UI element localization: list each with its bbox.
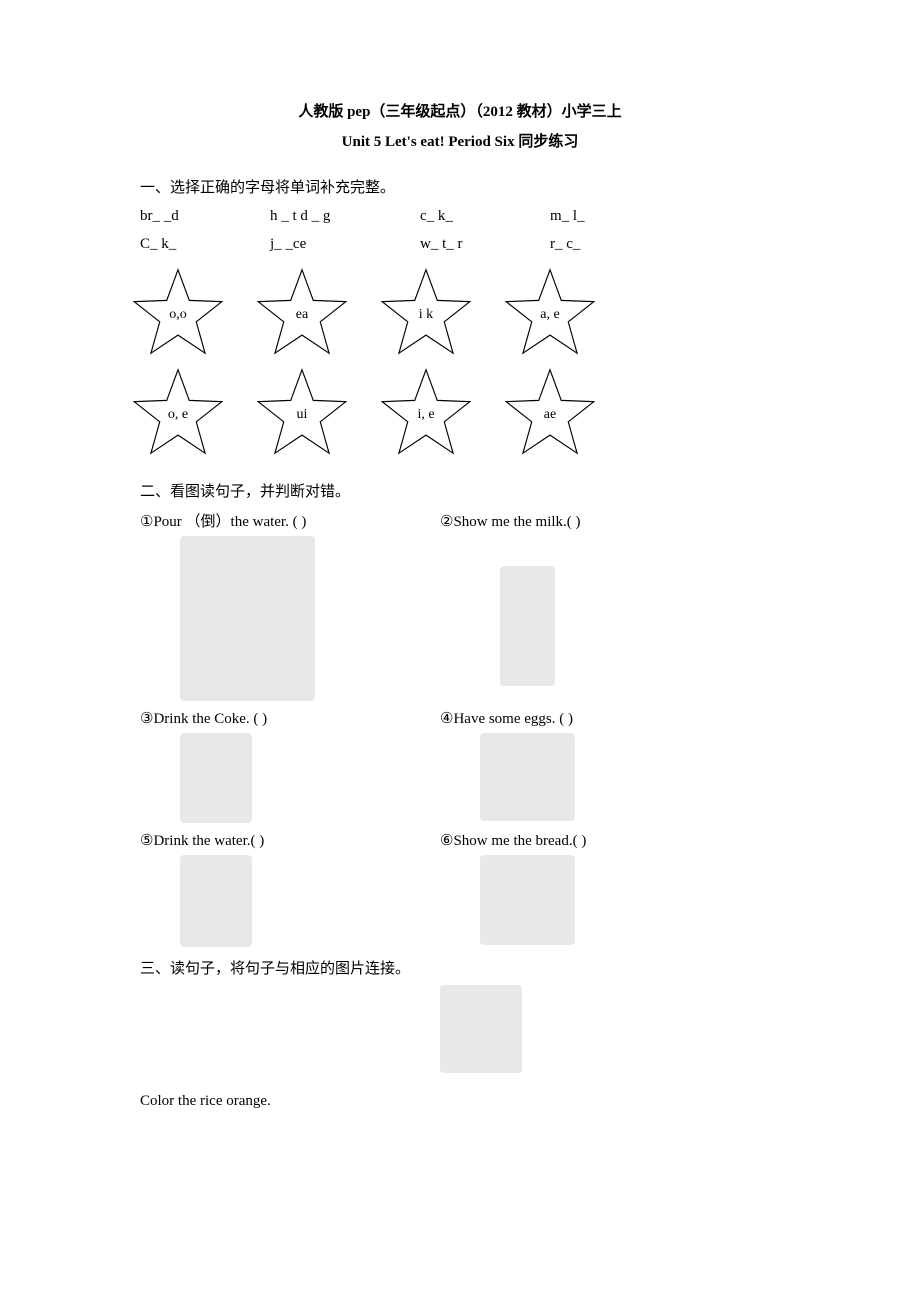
star-option: ui xyxy=(254,366,350,462)
question-text-right: ④Have some eggs. ( ) xyxy=(440,707,780,731)
question-image-row xyxy=(140,733,780,823)
question-image-row xyxy=(140,855,780,947)
word-blank: j_ _ce xyxy=(270,232,420,256)
star-option: o, e xyxy=(130,366,226,462)
question-image-row xyxy=(140,536,780,701)
question-text-left: ①Pour （倒）the water. ( ) xyxy=(140,510,440,534)
word-blank: r_ c_ xyxy=(550,232,650,256)
star-option: a, e xyxy=(502,266,598,362)
words-row-1: br_ _dh _ t d _ gc_ k_m_ l_ xyxy=(140,204,780,228)
question-text-right: ⑥Show me the bread.( ) xyxy=(440,829,780,853)
star-label: ea xyxy=(254,266,350,362)
star-label: o, e xyxy=(130,366,226,462)
star-option: ea xyxy=(254,266,350,362)
question-image xyxy=(480,733,575,821)
question-text-left: ③Drink the Coke. ( ) xyxy=(140,707,440,731)
star-label: i, e xyxy=(378,366,474,462)
section3-item-text: Color the rice orange. xyxy=(140,1089,440,1113)
word-blank: br_ _d xyxy=(140,204,270,228)
words-row-2: C_ k_j_ _cew_ t_ rr_ c_ xyxy=(140,232,780,256)
question-image xyxy=(500,566,555,686)
matching-image xyxy=(440,985,522,1073)
question-row: ③Drink the Coke. ( )④Have some eggs. ( ) xyxy=(140,707,780,731)
section1-heading: 一、选择正确的字母将单词补充完整。 xyxy=(140,176,780,200)
section3-item-row: Color the rice orange. xyxy=(140,1089,780,1113)
word-blank: w_ t_ r xyxy=(420,232,550,256)
star-label: ae xyxy=(502,366,598,462)
question-row: ⑤Drink the water.( )⑥Show me the bread.(… xyxy=(140,829,780,853)
header-line2: Unit 5 Let's eat! Period Six 同步练习 xyxy=(140,130,780,154)
question-image xyxy=(480,855,575,945)
question-row: ①Pour （倒）the water. ( )②Show me the milk… xyxy=(140,510,780,534)
section3-heading: 三、读句子，将句子与相应的图片连接。 xyxy=(140,957,780,981)
star-label: o,o xyxy=(130,266,226,362)
word-blank: c_ k_ xyxy=(420,204,550,228)
question-text-left: ⑤Drink the water.( ) xyxy=(140,829,440,853)
star-label: i k xyxy=(378,266,474,362)
star-label: ui xyxy=(254,366,350,462)
star-option: ae xyxy=(502,366,598,462)
question-image xyxy=(180,733,252,823)
star-option: o,o xyxy=(130,266,226,362)
star-option: i, e xyxy=(378,366,474,462)
section3-top-image-row xyxy=(140,985,780,1087)
star-label: a, e xyxy=(502,266,598,362)
question-image xyxy=(180,536,315,701)
question-image xyxy=(180,855,252,947)
word-blank: C_ k_ xyxy=(140,232,270,256)
section2-heading: 二、看图读句子，并判断对错。 xyxy=(140,480,780,504)
question-text-right: ②Show me the milk.( ) xyxy=(440,510,780,534)
header-line1: 人教版 pep（三年级起点）（2012 教材）小学三上 xyxy=(140,100,780,124)
stars-row-1: o,o ea i k a, e xyxy=(130,266,780,362)
word-blank: h _ t d _ g xyxy=(270,204,420,228)
star-option: i k xyxy=(378,266,474,362)
stars-row-2: o, e ui i, e ae xyxy=(130,366,780,462)
word-blank: m_ l_ xyxy=(550,204,650,228)
